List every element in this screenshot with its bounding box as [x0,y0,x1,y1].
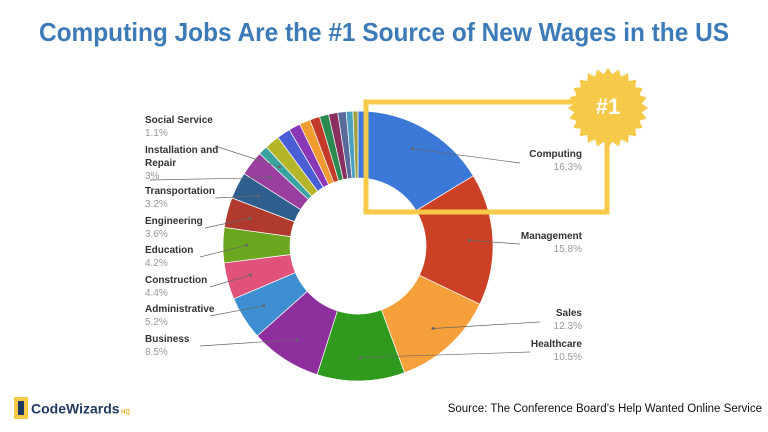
category-name: Computing [529,149,582,160]
category-name: Sales [555,308,582,319]
leader-line [360,351,531,358]
category-name: Construction [145,275,208,286]
slice-label: Sales 12.3% [482,307,582,333]
value-label: 15.8% [553,244,582,255]
value-label: 4.2% [145,258,168,269]
leader-lines [149,145,541,359]
leader-line [214,195,259,199]
leader-line [204,217,251,229]
category-name: Social Service [145,115,213,126]
slice-label: Business 8.5% [145,333,225,359]
leader-dot [431,326,435,330]
category-name: Management [520,231,582,242]
slice-label: Installation and Repair 3% [145,144,225,183]
category-name: Administrative [145,304,215,315]
leader-dot [245,243,249,247]
slice-label: Management 15.8% [482,230,582,256]
leader-dot [467,238,471,242]
logo-name: CodeWizards [31,401,120,417]
chart-title: Computing Jobs Are the #1 Source of New … [39,17,729,47]
source-note: Source: The Conference Board’s Help Want… [448,403,762,415]
slice-label: Engineering 3.6% [145,215,225,241]
highlight-box [363,99,610,215]
slice-label: Education 4.2% [145,244,225,270]
slice-label: Computing 16.3% [482,148,582,174]
logo-icon-inner [18,401,24,415]
leader-line [433,321,541,329]
slice-label: Social Service 1.1% [145,114,225,140]
leader-line [214,145,280,168]
category-name: Installation and Repair [145,145,219,169]
slice-label: Transportation 3.2% [145,185,225,211]
slice-label: Administrative 5.2% [145,303,225,329]
leader-line [209,274,251,288]
leader-line [199,339,298,347]
leader-dot [411,147,415,151]
leader-line [209,305,264,317]
leader-dot [262,304,266,308]
value-label: 3.6% [145,229,168,240]
category-name: Transportation [145,186,216,197]
category-name: Engineering [145,216,203,227]
slice-label: Construction 4.4% [145,274,225,300]
slice [352,110,359,179]
leader-dot [295,338,299,342]
category-name: Education [145,245,194,256]
category-name: Business [145,334,190,345]
leader-line [149,177,270,181]
slice-label: Healthcare 10.5% [482,338,582,364]
value-label: 10.5% [553,352,582,363]
value-label: 4.4% [145,288,168,299]
badge-text: #1 [596,94,620,119]
leader-dot [358,355,362,359]
leader-line [412,148,521,164]
leader-dot [256,194,260,198]
leader-dot [248,273,252,277]
leader-line [469,240,521,245]
value-label: 1.1% [145,128,168,139]
value-label: 12.3% [553,321,582,332]
donut [222,110,494,382]
value-label: 3% [145,171,160,182]
leader-dot [248,216,252,220]
value-label: 16.3% [553,162,582,173]
logo-suffix: HQ [121,410,130,416]
value-label: 8.5% [145,347,168,358]
leader-line [199,244,247,258]
value-label: 3.2% [145,199,168,210]
leader-dot [277,165,281,169]
leader-dot [268,176,272,180]
value-label: 5.2% [145,317,168,328]
badge-star [568,68,648,148]
category-name: Healthcare [530,339,582,350]
